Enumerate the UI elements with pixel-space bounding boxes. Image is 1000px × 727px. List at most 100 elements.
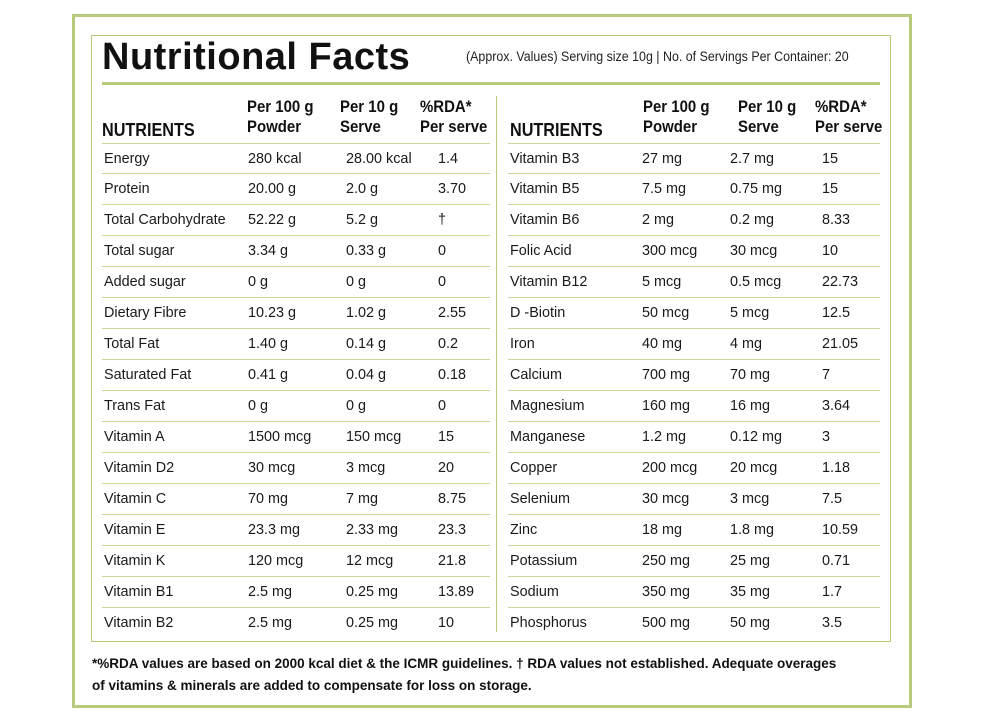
rda-value: 15 bbox=[438, 428, 455, 445]
per100-value: 7.5 mg bbox=[642, 180, 687, 197]
nutrient-name: Folic Acid bbox=[510, 242, 572, 259]
nutrient-name: Total sugar bbox=[104, 242, 175, 259]
table-row: Zinc 18 mg 1.8 mg 10.59 bbox=[508, 515, 880, 546]
nutrient-name: Selenium bbox=[510, 490, 571, 507]
per10-value: 0 g bbox=[346, 273, 367, 290]
per10-value: 7 mg bbox=[346, 490, 379, 507]
table-row: Manganese 1.2 mg 0.12 mg 3 bbox=[508, 422, 880, 453]
rda-value: 15 bbox=[822, 180, 839, 197]
table-row: D -Biotin 50 mcg 5 mcg 12.5 bbox=[508, 298, 880, 329]
per10-value: 2.0 g bbox=[346, 180, 379, 197]
per10-value: 2.7 mg bbox=[730, 150, 775, 167]
rda-value: 13.89 bbox=[438, 583, 475, 600]
table-row: Saturated Fat 0.41 g 0.04 g 0.18 bbox=[102, 360, 490, 391]
right-per10-line2: Serve bbox=[738, 117, 779, 136]
per100-value: 18 mg bbox=[642, 521, 683, 538]
per100-value: 500 mg bbox=[642, 614, 691, 631]
per100-value: 2 mg bbox=[642, 211, 675, 228]
rda-value: 0.2 bbox=[438, 335, 459, 352]
per10-value: 0.04 g bbox=[346, 366, 387, 383]
per10-value: 150 mcg bbox=[346, 428, 402, 445]
table-row: Protein 20.00 g 2.0 g 3.70 bbox=[102, 174, 490, 205]
per100-value: 70 mg bbox=[248, 490, 289, 507]
per100-value: 300 mcg bbox=[642, 242, 698, 259]
column-divider bbox=[496, 96, 497, 632]
rda-value: 1.4 bbox=[438, 150, 459, 167]
nutrient-name: Sodium bbox=[510, 583, 559, 600]
rda-value: 7.5 bbox=[822, 490, 843, 507]
rda-value: 8.33 bbox=[822, 211, 851, 228]
per10-value: 2.33 mg bbox=[346, 521, 399, 538]
table-row: Sodium 350 mg 35 mg 1.7 bbox=[508, 577, 880, 608]
rda-value: 7 bbox=[822, 366, 831, 383]
nutrient-name: Total Carbohydrate bbox=[104, 211, 226, 228]
per10-value: 0.12 mg bbox=[730, 428, 783, 445]
per10-value: 0.75 mg bbox=[730, 180, 783, 197]
nutrient-name: Protein bbox=[104, 180, 150, 197]
per100-value: 1.2 mg bbox=[642, 428, 687, 445]
right-per100-header: Per 100 g Powder bbox=[643, 97, 710, 137]
per100-value: 1.40 g bbox=[248, 335, 289, 352]
table-row: Trans Fat 0 g 0 g 0 bbox=[102, 391, 490, 422]
rda-value: † bbox=[438, 211, 447, 228]
left-per100-line2: Powder bbox=[247, 117, 302, 136]
per100-value: 3.34 g bbox=[248, 242, 289, 259]
nutrient-name: Added sugar bbox=[104, 273, 186, 290]
per10-value: 0 g bbox=[346, 397, 367, 414]
nutrient-name: Energy bbox=[104, 150, 150, 167]
nutrient-name: Phosphorus bbox=[510, 614, 587, 631]
nutrient-name: Vitamin K bbox=[104, 552, 166, 569]
per100-value: 23.3 mg bbox=[248, 521, 301, 538]
per100-value: 160 mg bbox=[642, 397, 691, 414]
table-row: Vitamin B2 2.5 mg 0.25 mg 10 bbox=[102, 608, 490, 639]
nutrient-name: Trans Fat bbox=[104, 397, 166, 414]
left-rda-line2: Per serve bbox=[420, 117, 488, 136]
table-row: Vitamin B3 27 mg 2.7 mg 15 bbox=[508, 143, 880, 174]
table-row: Folic Acid 300 mcg 30 mcg 10 bbox=[508, 236, 880, 267]
per10-value: 25 mg bbox=[730, 552, 771, 569]
nutrient-name: Vitamin A bbox=[104, 428, 165, 445]
rda-value: 8.75 bbox=[438, 490, 467, 507]
table-row: Total sugar 3.34 g 0.33 g 0 bbox=[102, 236, 490, 267]
left-per10-header: Per 10 g Serve bbox=[340, 97, 398, 137]
nutrient-name: Vitamin B1 bbox=[104, 583, 174, 600]
per10-value: 4 mg bbox=[730, 335, 763, 352]
rda-value: 21.8 bbox=[438, 552, 467, 569]
per100-value: 2.5 mg bbox=[248, 614, 293, 631]
left-rda-header: %RDA* Per serve bbox=[420, 97, 487, 137]
table-row: Vitamin D2 30 mcg 3 mcg 20 bbox=[102, 453, 490, 484]
table-row: Total Fat 1.40 g 0.14 g 0.2 bbox=[102, 329, 490, 360]
per100-value: 10.23 g bbox=[248, 304, 297, 321]
nutrient-name: Manganese bbox=[510, 428, 586, 445]
per10-value: 12 mcg bbox=[346, 552, 394, 569]
table-row: Dietary Fibre 10.23 g 1.02 g 2.55 bbox=[102, 298, 490, 329]
left-per10-line2: Serve bbox=[340, 117, 381, 136]
nutrient-name: Vitamin B12 bbox=[510, 273, 588, 290]
rda-value: 0.18 bbox=[438, 366, 467, 383]
rda-value: 21.05 bbox=[822, 335, 859, 352]
per100-value: 250 mg bbox=[642, 552, 691, 569]
nutrient-name: Vitamin B2 bbox=[104, 614, 174, 631]
right-per100-line1: Per 100 g bbox=[643, 97, 710, 116]
left-per100-line1: Per 100 g bbox=[247, 97, 314, 116]
per10-value: 30 mcg bbox=[730, 242, 778, 259]
per100-value: 2.5 mg bbox=[248, 583, 293, 600]
inner-border bbox=[91, 35, 891, 642]
per100-value: 5 mcg bbox=[642, 273, 682, 290]
rda-value: 20 bbox=[438, 459, 455, 476]
rda-value: 12.5 bbox=[822, 304, 851, 321]
right-per100-line2: Powder bbox=[643, 117, 698, 136]
per10-value: 3 mcg bbox=[730, 490, 770, 507]
nutrient-name: Vitamin B3 bbox=[510, 150, 580, 167]
per10-value: 5 mcg bbox=[730, 304, 770, 321]
outer-border bbox=[72, 14, 912, 708]
nutrient-name: D -Biotin bbox=[510, 304, 566, 321]
per10-value: 3 mcg bbox=[346, 459, 386, 476]
nutrient-name: Copper bbox=[510, 459, 558, 476]
footnote: *%RDA values are based on 2000 kcal diet… bbox=[92, 653, 902, 697]
page-title: Nutritional Facts bbox=[102, 36, 411, 78]
table-row: Vitamin B12 5 mcg 0.5 mcg 22.73 bbox=[508, 267, 880, 298]
per100-value: 700 mg bbox=[642, 366, 691, 383]
per10-value: 16 mg bbox=[730, 397, 771, 414]
rda-value: 23.3 bbox=[438, 521, 467, 538]
